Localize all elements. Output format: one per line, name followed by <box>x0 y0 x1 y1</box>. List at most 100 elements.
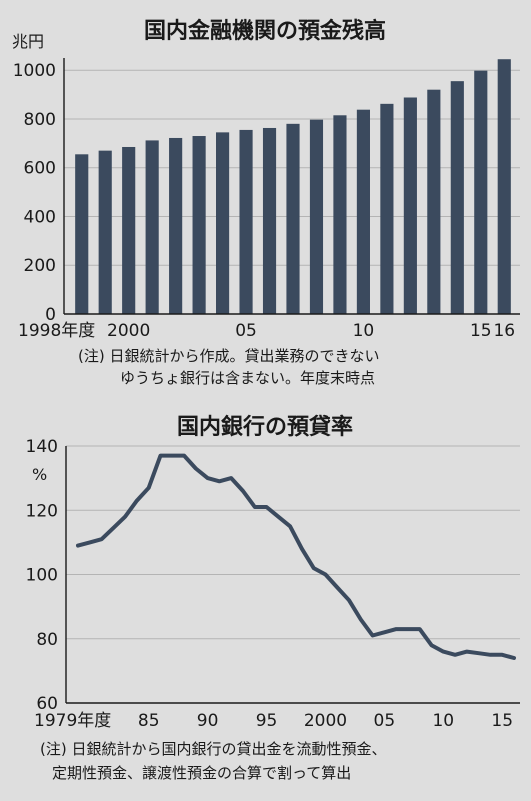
ratio-y-tick-label: 60 <box>36 694 58 714</box>
ratio-y-tick-label: 120 <box>26 501 58 521</box>
ratio-x-tick-label: 1979年度 <box>34 711 111 731</box>
deposit-bar <box>497 59 511 314</box>
deposit-y-tick-label: 400 <box>24 207 56 227</box>
deposit-x-tick-label: 1998年度 <box>18 321 95 341</box>
deposit-bar <box>309 119 324 314</box>
ratio-y-tick-label: 80 <box>36 630 58 650</box>
deposit-bar <box>122 146 136 314</box>
ratio-gridlines <box>66 445 520 640</box>
deposit-y-tick-label: 600 <box>24 159 56 179</box>
ratio-x-tick-label: 2000 <box>304 711 347 731</box>
deposit-bar <box>145 140 159 314</box>
ratio-x-tick-label: 05 <box>374 711 396 731</box>
ratio-point <box>170 454 174 458</box>
ratio-point <box>429 643 434 647</box>
ratio-point <box>241 489 245 493</box>
ratio-x-tick-label: 90 <box>197 711 219 731</box>
deposit-bar <box>333 115 347 315</box>
deposit-balance-chart: 国内金融機関の預金残高 兆円 0 200 400 600 800 1000 1998年度 2… <box>12 18 520 387</box>
deposit-bar <box>356 109 370 314</box>
deposit-x-tick-label: 2000 <box>107 321 150 341</box>
deposit-bar <box>262 127 277 315</box>
deposit-bars <box>75 59 511 315</box>
ratio-point <box>264 505 269 509</box>
deposit-y-tick-label: 200 <box>24 256 56 276</box>
ratio-point <box>335 585 339 589</box>
ratio-point <box>512 656 516 660</box>
ratio-point <box>253 505 257 509</box>
ratio-point <box>158 454 163 458</box>
ratio-point <box>300 547 304 551</box>
deposit-y-tick-label: 1000 <box>13 61 56 81</box>
deposit-y-tick-label: 0 <box>45 305 56 325</box>
ratio-point <box>288 524 292 528</box>
ratio-point <box>123 515 127 519</box>
ratio-point <box>359 617 363 622</box>
ratio-point <box>135 499 139 503</box>
deposit-bar <box>380 103 394 315</box>
deposit-bar <box>427 89 441 314</box>
ratio-x-tick-label: 10 <box>432 711 454 731</box>
deposit-chart-title: 国内金融機関の預金残高 <box>144 18 386 44</box>
ratio-point <box>488 653 493 657</box>
ratio-y-unit: % <box>32 465 47 484</box>
deposit-x-tick-label: 05 <box>235 321 257 341</box>
deposit-y-ticks: 0 200 400 600 800 1000 <box>13 61 56 325</box>
ratio-x-tick-label: 15 <box>491 711 513 731</box>
ratio-point <box>206 476 210 480</box>
ratio-y-ticks: 60 80 100 120 140 <box>26 437 58 714</box>
deposit-bar <box>403 97 417 314</box>
ratio-point <box>312 566 316 570</box>
ratio-x-ticks: 1979年度 85 90 95 2000 05 10 15 <box>34 711 513 731</box>
ratio-point <box>147 486 151 490</box>
deposit-bar <box>239 129 253 314</box>
deposit-bar <box>286 123 300 314</box>
ratio-point <box>347 598 351 602</box>
ratio-note-line-2: 定期性預金、譲渡性預金の合算で割って算出 <box>52 764 351 782</box>
ratio-point <box>406 627 410 631</box>
deposit-bar <box>98 150 112 314</box>
ratio-line <box>76 453 516 660</box>
ratio-point <box>111 526 115 530</box>
deposit-x-tick-label: 15 <box>470 321 492 341</box>
ratio-point <box>76 543 80 548</box>
ratio-y-tick-label: 100 <box>26 566 58 586</box>
ratio-point <box>441 650 445 654</box>
ratio-point <box>465 650 469 654</box>
ratio-x-tick-label: 85 <box>138 711 160 731</box>
deposit-bar <box>75 154 89 314</box>
deposit-bar <box>216 132 230 314</box>
loan-deposit-ratio-chart: 国内銀行の預貸率 % 60 80 100 120 140 1979年度 85 90 95 200… <box>26 414 520 782</box>
deposit-bar <box>474 70 488 314</box>
ratio-point <box>323 572 328 577</box>
ratio-point <box>217 479 222 483</box>
ratio-point <box>229 476 233 480</box>
ratio-point <box>394 627 398 631</box>
deposit-bar <box>450 81 464 315</box>
ratio-point <box>182 454 186 458</box>
ratio-y-tick-label: 140 <box>26 437 58 457</box>
ratio-x-tick-label: 95 <box>256 711 278 731</box>
ratio-point <box>453 653 457 657</box>
deposit-bar <box>192 136 206 314</box>
deposit-x-tick-label: 16 <box>493 321 515 341</box>
ratio-point <box>99 537 104 541</box>
deposit-y-tick-label: 800 <box>24 110 56 130</box>
ratio-point <box>370 633 375 638</box>
deposit-note-line-2: ゆうちょ銀行は含まない。年度末時点 <box>120 369 375 387</box>
ratio-point <box>500 653 504 657</box>
ratio-point <box>88 540 92 544</box>
deposit-y-unit: 兆円 <box>12 32 44 51</box>
deposit-note-line-1: (注) 日銀統計から作成。貸出業務のできない <box>78 347 379 365</box>
ratio-point <box>382 630 386 634</box>
deposit-bar <box>169 137 183 314</box>
deposit-x-ticks: 1998年度 2000 05 10 15 16 <box>18 321 515 341</box>
ratio-points <box>76 454 516 660</box>
ratio-note-line-1: (注) 日銀統計から国内銀行の貸出金を流動性預金、 <box>40 740 386 758</box>
deposit-x-tick-label: 10 <box>353 321 375 341</box>
ratio-point <box>276 515 280 519</box>
ratio-point <box>194 466 198 471</box>
ratio-point <box>418 627 422 631</box>
ratio-point <box>477 651 481 655</box>
